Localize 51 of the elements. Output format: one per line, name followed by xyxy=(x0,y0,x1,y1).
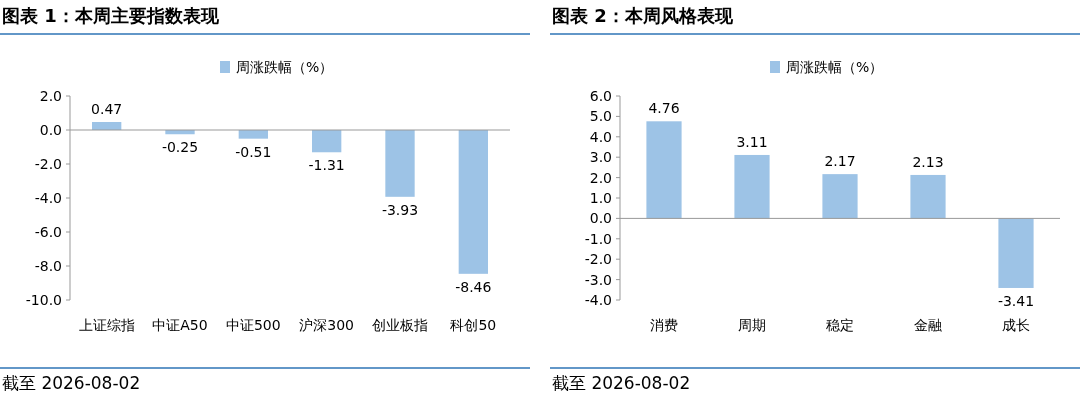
y-tick-label: -2.0 xyxy=(34,156,62,172)
y-tick-label: -4.0 xyxy=(34,190,62,206)
bar xyxy=(910,174,946,219)
y-tick-label: 0.0 xyxy=(589,210,612,227)
y-tick-label: 4.0 xyxy=(589,128,612,145)
y-tick-label: -3.0 xyxy=(584,271,612,288)
bar xyxy=(646,121,682,219)
x-tick-label: 创业板指 xyxy=(372,317,428,333)
data-label: -0.25 xyxy=(161,139,199,156)
data-label: 3.11 xyxy=(736,133,768,150)
x-tick-label: 中证A50 xyxy=(152,317,208,333)
legend-label: 周涨跌幅（%） xyxy=(786,59,884,75)
x-tick-label: 消费 xyxy=(650,317,678,333)
x-tick-label: 沪深300 xyxy=(299,317,355,333)
y-tick-label: 2.0 xyxy=(39,88,62,104)
y-tick-label: 1.0 xyxy=(589,190,612,206)
bar xyxy=(734,154,770,219)
y-tick-label: -6.0 xyxy=(34,224,62,240)
x-tick-label: 稳定 xyxy=(826,317,854,333)
y-tick-label: 0.0 xyxy=(39,122,62,138)
y-tick-label: 6.0 xyxy=(589,88,612,104)
legend-label: 周涨跌幅（%） xyxy=(236,59,334,75)
data-label: 0.47 xyxy=(91,101,123,118)
data-label: 2.13 xyxy=(912,153,944,170)
bar xyxy=(822,174,858,219)
bar xyxy=(998,218,1034,288)
x-tick-label: 金融 xyxy=(914,317,942,333)
data-label: -3.93 xyxy=(381,201,419,218)
text: 截至 2026-08-02 xyxy=(2,373,141,393)
x-tick-label: 周期 xyxy=(738,317,766,333)
x-tick-label: 科创50 xyxy=(450,317,497,333)
data-label: -1.31 xyxy=(308,157,345,174)
y-tick-label: 2.0 xyxy=(589,169,612,186)
chart-title: 图表 2：本周风格表现 xyxy=(552,5,734,26)
y-tick-label: -8.0 xyxy=(34,258,62,274)
y-tick-label: 5.0 xyxy=(589,108,612,125)
y-tick-label: -2.0 xyxy=(584,251,612,268)
data-label: -8.46 xyxy=(455,278,492,295)
data-label: -0.51 xyxy=(235,143,272,160)
data-label: 2.17 xyxy=(824,153,856,170)
data-label: -3.41 xyxy=(997,292,1035,309)
x-tick-label: 上证综指 xyxy=(78,317,135,333)
y-tick-label: 3.0 xyxy=(589,149,612,166)
y-tick-label: -1.0 xyxy=(584,230,612,247)
chart-title: 图表 1：本周主要指数表现 xyxy=(2,5,220,26)
data-label: 4.76 xyxy=(648,100,680,117)
y-tick-label: -4.0 xyxy=(584,292,612,308)
x-tick-label: 成长 xyxy=(1002,317,1030,333)
text: 截至 2026-08-02 xyxy=(552,373,691,393)
y-tick-label: -10.0 xyxy=(25,292,62,308)
x-tick-label: 中证500 xyxy=(225,317,281,333)
